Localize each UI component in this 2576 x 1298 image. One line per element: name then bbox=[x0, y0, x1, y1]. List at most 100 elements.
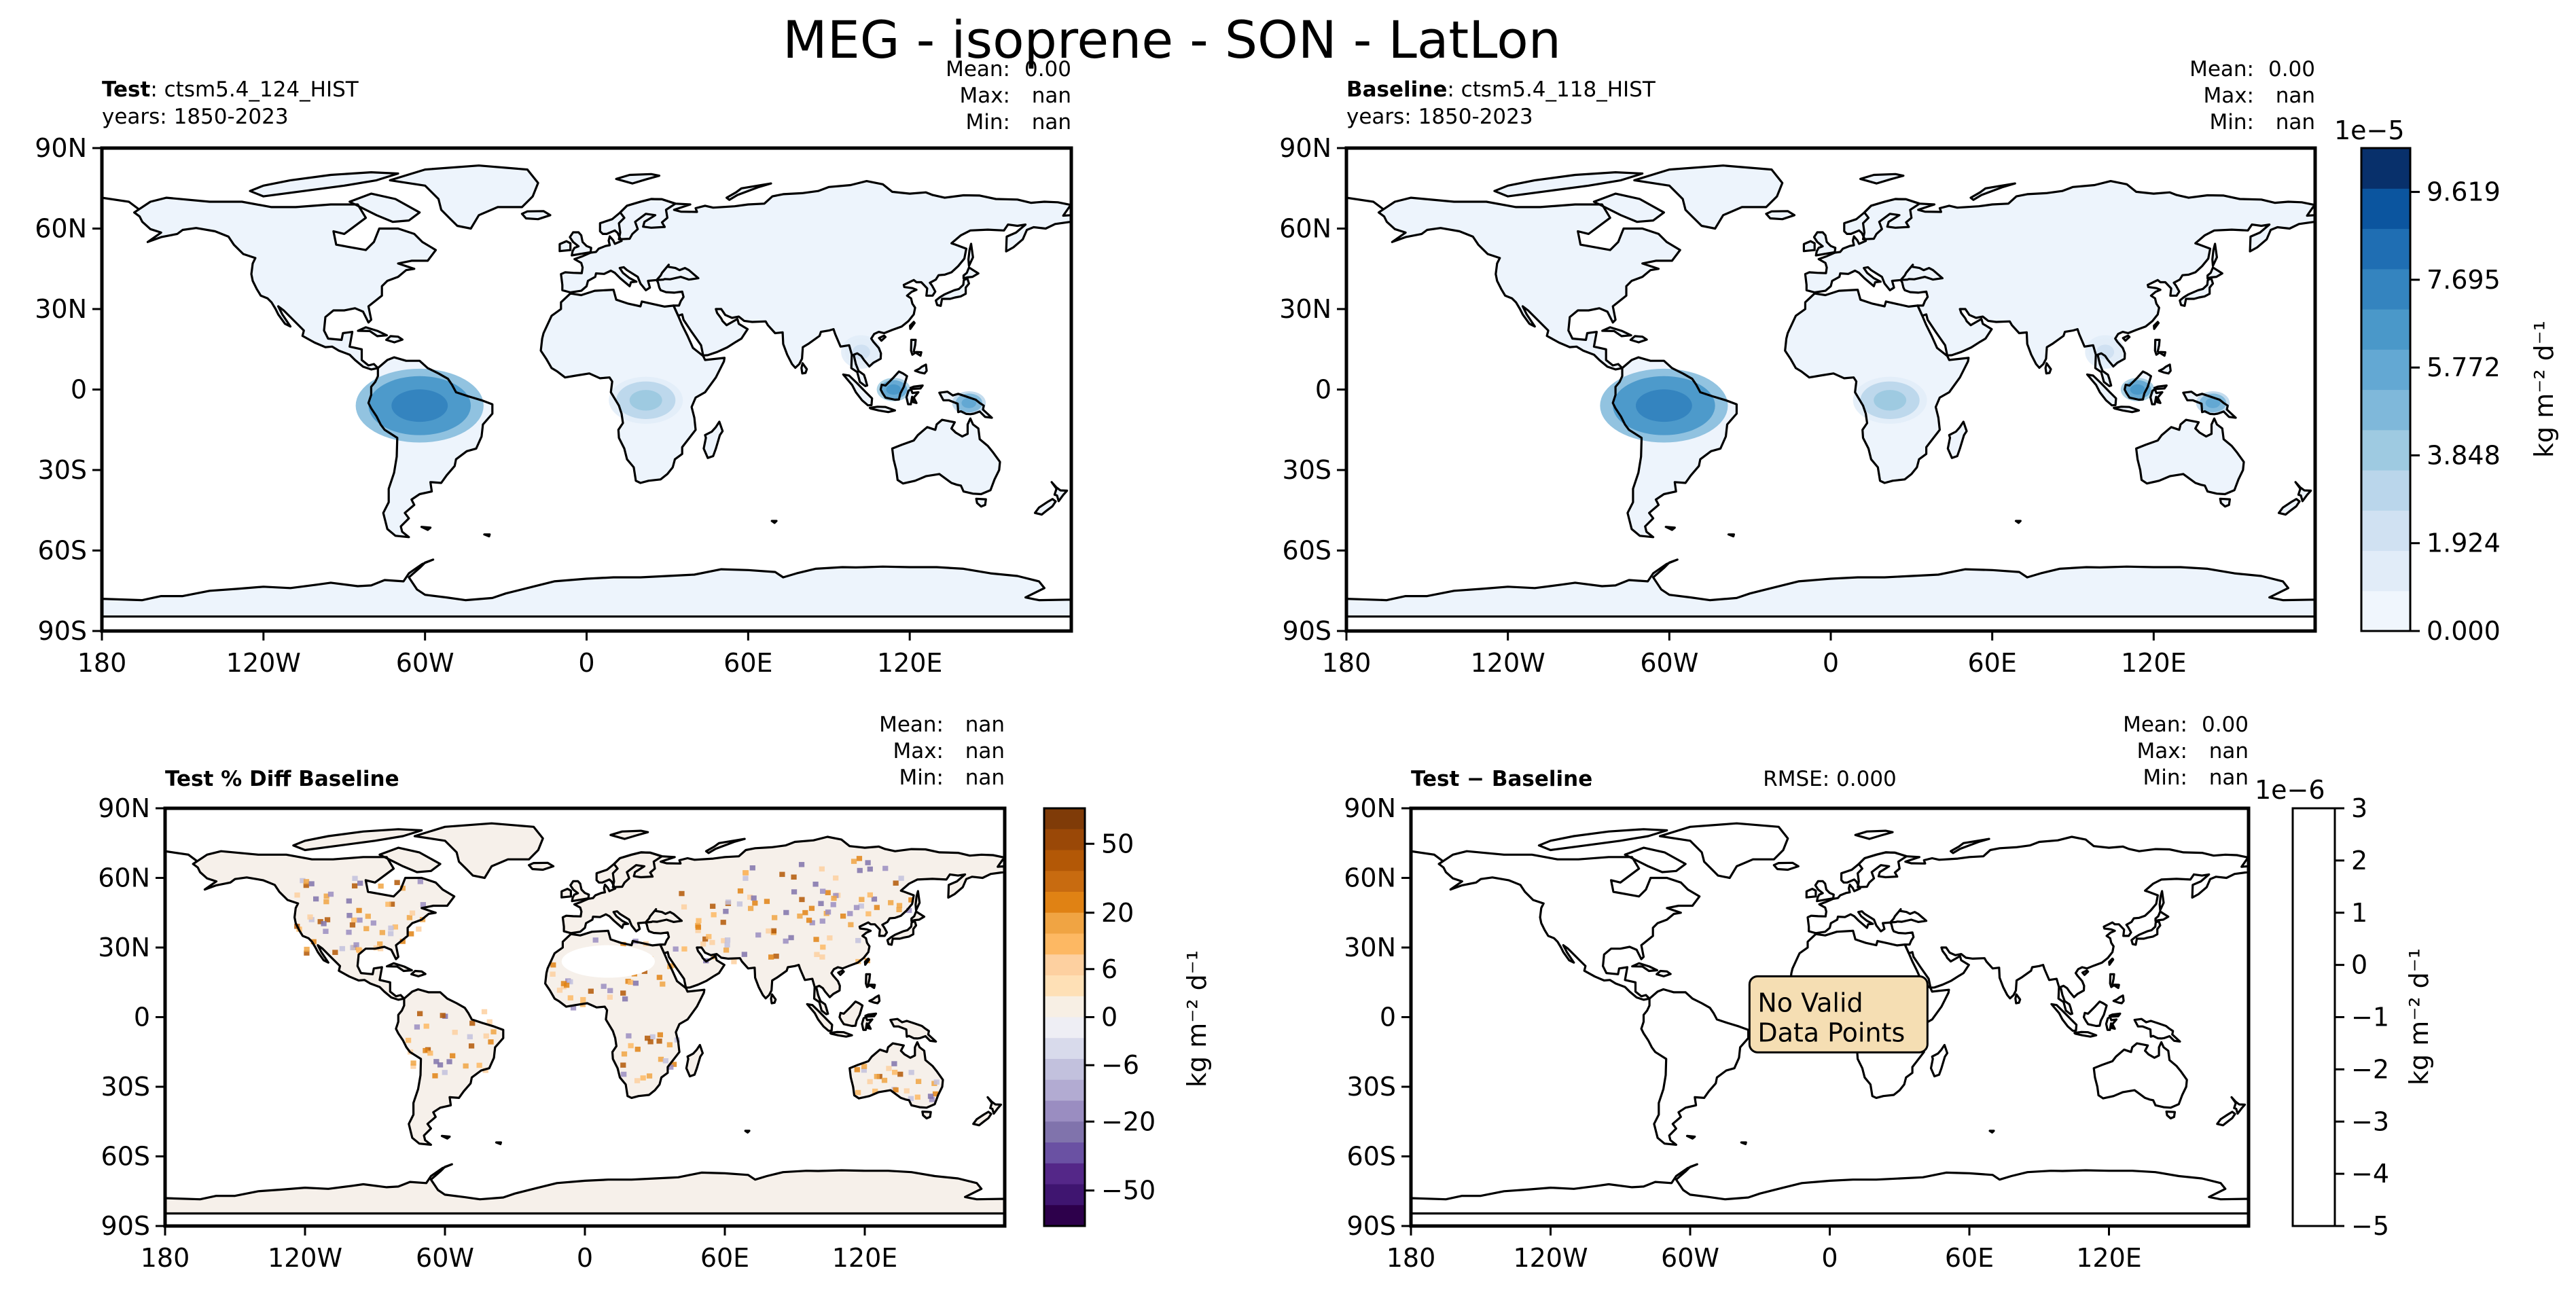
diff-cell bbox=[743, 876, 749, 881]
diff-cell bbox=[406, 915, 413, 920]
coastline-taiwan bbox=[2153, 321, 2160, 330]
coastline-svalbard bbox=[1854, 829, 1894, 840]
coastline-sakhalin bbox=[2158, 890, 2165, 912]
land-fill-scandinavia-north bbox=[619, 199, 676, 240]
diff-cell bbox=[831, 895, 837, 901]
diff-cell bbox=[859, 897, 865, 903]
diff-cell bbox=[847, 911, 853, 916]
coastline-eurasia bbox=[1804, 180, 2315, 387]
stat-label: Max: bbox=[893, 739, 944, 763]
map-layer bbox=[1346, 164, 2315, 618]
coastline-arctic-islands bbox=[1537, 828, 1668, 852]
hotspot-core-borneo bbox=[886, 384, 901, 395]
diff-cell bbox=[408, 931, 414, 937]
coastline-taiwan bbox=[863, 957, 870, 966]
diff-cell bbox=[414, 1024, 421, 1030]
diff-cell bbox=[662, 1058, 668, 1064]
coastline-ireland bbox=[1802, 240, 1816, 253]
diff-cell bbox=[405, 1037, 412, 1043]
diff-cell bbox=[481, 1009, 488, 1015]
diff-cell bbox=[867, 892, 873, 898]
coastline-kerguelen bbox=[744, 1130, 751, 1134]
colorbar-tick-label: −5 bbox=[2351, 1211, 2389, 1241]
diff-cell bbox=[700, 941, 706, 947]
coastline-sri-lanka bbox=[2044, 362, 2052, 375]
coastline-ireland bbox=[560, 888, 572, 899]
coastline-baffin bbox=[1624, 846, 1687, 873]
coastline-south-america bbox=[367, 356, 494, 539]
coastline-hokkaido bbox=[2154, 910, 2170, 922]
hotspot-core-congo bbox=[1874, 390, 1907, 411]
diff-cell bbox=[681, 946, 687, 952]
diff-cell bbox=[874, 1074, 880, 1079]
diff-cell bbox=[702, 936, 709, 942]
x-tick-label: 60W bbox=[1640, 648, 1698, 678]
y-tick-label: 30N bbox=[35, 294, 87, 324]
coastline-hainan bbox=[837, 969, 845, 976]
diff-cell bbox=[915, 1079, 922, 1084]
stat-value: nan bbox=[965, 713, 1005, 737]
diff-cell bbox=[908, 897, 914, 903]
diff-cell bbox=[723, 948, 730, 953]
diff-cell bbox=[783, 909, 789, 916]
stat-value: 0.00 bbox=[1024, 57, 1071, 82]
stat-value: nan bbox=[2276, 84, 2315, 108]
diff-cell bbox=[806, 918, 812, 923]
colorbar-band bbox=[1044, 892, 1085, 914]
coastline-eurasia bbox=[1806, 835, 2249, 1015]
x-tick-label: 120E bbox=[2121, 648, 2187, 678]
stat-value: nan bbox=[2276, 110, 2315, 134]
colorbar-band bbox=[2361, 188, 2410, 230]
diff-cell bbox=[681, 904, 687, 910]
diff-cell bbox=[646, 1073, 653, 1079]
coastline-north-america bbox=[1437, 850, 1701, 1001]
diff-cell bbox=[725, 899, 732, 905]
diff-cell bbox=[658, 1056, 664, 1062]
coastline-new-zealand-n bbox=[2230, 1096, 2247, 1115]
colorbar-band bbox=[2361, 590, 2410, 632]
diff-cell bbox=[346, 929, 352, 935]
hotspot-core-amazon bbox=[1636, 389, 1692, 422]
coastline-sakhalin bbox=[967, 242, 974, 267]
coastline-britain bbox=[1812, 231, 1837, 257]
land-fill-britain bbox=[570, 881, 589, 901]
colorbar-band bbox=[2361, 228, 2410, 270]
diff-cell bbox=[848, 922, 854, 928]
y-tick-label: 60N bbox=[1279, 214, 1331, 244]
diff-cell bbox=[825, 909, 831, 915]
diff-cell bbox=[442, 1070, 448, 1075]
panel-title: Test % Diff Baseline bbox=[165, 767, 399, 791]
diff-cell bbox=[377, 941, 383, 947]
diff-cell bbox=[432, 1073, 438, 1079]
coastline-baffin bbox=[348, 192, 421, 223]
coastline-hispaniola bbox=[1656, 969, 1672, 977]
hotspot-core-se-asia bbox=[2096, 344, 2115, 360]
diff-cell bbox=[427, 1050, 433, 1056]
coastline-cuba bbox=[357, 326, 388, 338]
diff-cell bbox=[304, 946, 310, 952]
coastline-new-zealand-s bbox=[2277, 498, 2301, 516]
diff-cell bbox=[891, 1069, 898, 1075]
colorbar-tick-label: −20 bbox=[1101, 1106, 1156, 1136]
diff-cell bbox=[906, 907, 912, 914]
coastline-baffin bbox=[378, 846, 442, 873]
coastline-greenland bbox=[413, 822, 544, 880]
diff-cell bbox=[346, 898, 352, 904]
coastline-south-georgia bbox=[495, 1141, 502, 1145]
colorbar-band bbox=[1044, 1142, 1085, 1164]
coastline-java bbox=[829, 1030, 853, 1038]
y-tick-label: 30N bbox=[1344, 933, 1396, 962]
land-fill-arctic-islands bbox=[1494, 172, 1643, 197]
diff-cell bbox=[632, 980, 639, 986]
colorbar-tick-label: −3 bbox=[2351, 1106, 2389, 1136]
diff-cell bbox=[607, 994, 613, 1000]
colorbar-band bbox=[1044, 1038, 1085, 1060]
diff-cell bbox=[357, 880, 363, 886]
coastline-australia bbox=[2135, 417, 2245, 496]
hotspot-core-new-guinea bbox=[961, 397, 977, 408]
x-tick-label: 120W bbox=[268, 1243, 342, 1273]
land-fill-new-zealand-s bbox=[2278, 499, 2300, 515]
stat-value: nan bbox=[965, 739, 1005, 763]
coastline-tasmania bbox=[2219, 497, 2231, 508]
colorbar-tick-label: −6 bbox=[1101, 1050, 1139, 1080]
